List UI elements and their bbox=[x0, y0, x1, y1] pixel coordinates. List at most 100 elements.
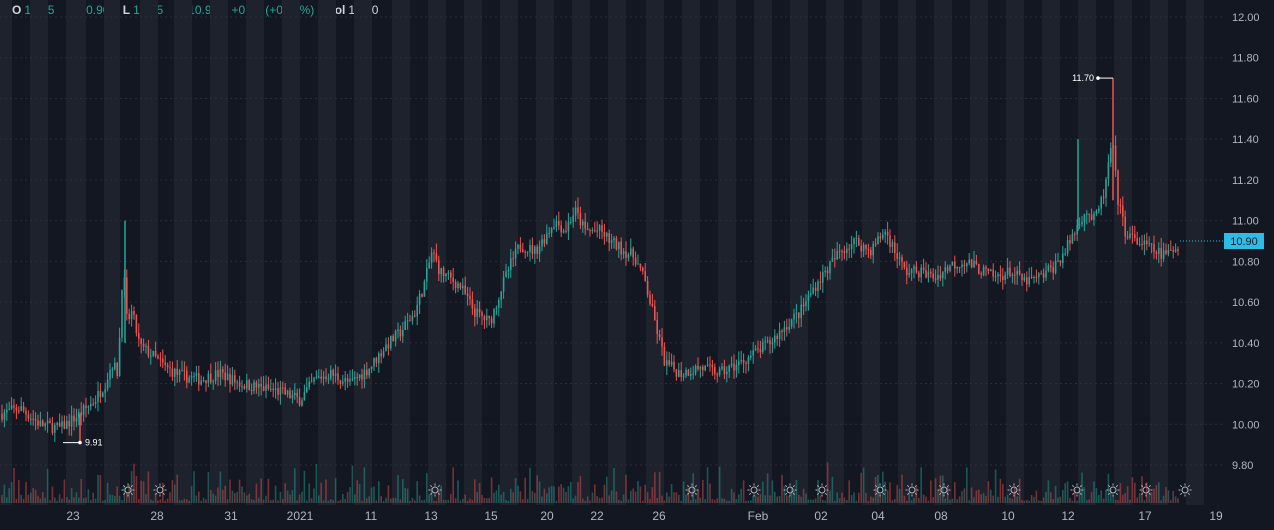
candle-body bbox=[570, 222, 572, 224]
volume-bar bbox=[961, 491, 963, 503]
volume-bar bbox=[1095, 487, 1098, 503]
volume-bar bbox=[529, 467, 531, 503]
volume-bar bbox=[176, 474, 178, 503]
volume-bar bbox=[685, 494, 687, 503]
volume-bar bbox=[608, 495, 610, 503]
candle-body bbox=[411, 315, 414, 321]
candle-body bbox=[637, 263, 639, 265]
candle-body bbox=[726, 371, 728, 375]
price-axis[interactable]: 12.00 11.80 11.60 11.40 11.20 11.00 10.80 10.60… bbox=[1232, 12, 1260, 472]
volume-bar bbox=[630, 490, 632, 503]
volume-bar bbox=[162, 482, 164, 503]
volume-bar bbox=[1143, 500, 1146, 503]
volume-bar bbox=[1064, 483, 1066, 503]
volume-bar bbox=[502, 491, 505, 503]
volume-bar bbox=[538, 481, 541, 503]
volume-bar bbox=[274, 485, 277, 503]
candle-body bbox=[435, 253, 438, 261]
volume-bar bbox=[843, 497, 846, 503]
volume-bar bbox=[822, 499, 824, 503]
volume-bar bbox=[337, 500, 339, 503]
sun-icon bbox=[428, 483, 442, 497]
volume-bar bbox=[188, 500, 190, 503]
candle-body bbox=[680, 370, 682, 377]
volume-bar bbox=[766, 473, 769, 503]
candle-body bbox=[440, 268, 442, 275]
candle-body bbox=[1069, 240, 1071, 244]
session-band bbox=[354, 0, 372, 505]
sun-icon bbox=[747, 483, 761, 497]
candle-body bbox=[1040, 273, 1042, 275]
time-axis[interactable]: 23 28 31 2021 11 13 15 20 22 26 Feb 02 04 08 10 12 17 19 bbox=[66, 509, 1223, 523]
volume-bar bbox=[711, 499, 714, 503]
volume-bar bbox=[159, 499, 162, 503]
volume-bar bbox=[922, 494, 925, 503]
candle-body bbox=[949, 265, 951, 271]
candle-body bbox=[783, 327, 786, 333]
volume-bar bbox=[229, 479, 231, 503]
volume-bar bbox=[1131, 477, 1134, 503]
candle-body bbox=[764, 341, 766, 343]
candle-body bbox=[1074, 233, 1076, 235]
volume-bar bbox=[462, 498, 464, 503]
time-tick-label: 15 bbox=[484, 509, 498, 523]
volume-bar bbox=[642, 500, 644, 503]
volume-bar bbox=[282, 499, 284, 503]
candle-body bbox=[1071, 233, 1074, 244]
candle-body bbox=[1045, 270, 1047, 278]
volume-bar bbox=[517, 485, 519, 503]
volume-bar bbox=[579, 476, 582, 503]
annotations: 11.70 9.91 10.90 bbox=[63, 73, 1264, 448]
candle-body bbox=[982, 267, 985, 275]
volume-bar bbox=[872, 497, 874, 503]
candle-body bbox=[826, 270, 829, 274]
candle-body bbox=[942, 271, 944, 279]
candlesticks[interactable] bbox=[1, 78, 1179, 443]
volume-bar bbox=[507, 500, 510, 503]
volume-bar bbox=[973, 497, 975, 503]
candle-body bbox=[654, 306, 656, 321]
volume-bar bbox=[735, 499, 738, 503]
candle-body bbox=[291, 395, 294, 398]
candle-body bbox=[476, 308, 478, 317]
candle-body bbox=[723, 366, 726, 375]
candle-body bbox=[469, 295, 471, 300]
volume-bar bbox=[726, 500, 728, 503]
session-band bbox=[428, 0, 446, 505]
volume-bar bbox=[834, 500, 836, 503]
candle-body bbox=[666, 360, 668, 366]
candle-body bbox=[154, 350, 157, 356]
volume-bar bbox=[394, 497, 397, 503]
candle-body bbox=[958, 266, 961, 268]
candle-body bbox=[99, 391, 102, 397]
price-tick-label: 10.80 bbox=[1232, 256, 1260, 268]
volume-bar bbox=[447, 499, 450, 503]
volume-bar bbox=[1074, 489, 1076, 503]
volume-bar bbox=[918, 498, 920, 503]
candle-body bbox=[418, 294, 421, 305]
volume-bar bbox=[913, 497, 915, 503]
candle-body bbox=[1057, 260, 1059, 262]
price-tick-label: 10.40 bbox=[1232, 338, 1260, 350]
volume-bar bbox=[102, 500, 104, 503]
volume-bar bbox=[742, 480, 745, 503]
candle-body bbox=[961, 264, 963, 268]
candle-body bbox=[370, 366, 373, 369]
volume-bar bbox=[812, 499, 814, 503]
candle-body bbox=[63, 421, 66, 429]
candle-body bbox=[344, 378, 346, 382]
candle-body bbox=[102, 392, 104, 397]
candle-body bbox=[1018, 270, 1021, 275]
volume-bar bbox=[1078, 488, 1081, 503]
candle-body bbox=[495, 307, 498, 309]
volume-bar bbox=[1088, 499, 1090, 503]
volume-bar bbox=[219, 471, 222, 503]
volume-bar bbox=[716, 498, 718, 503]
candle-body bbox=[877, 236, 879, 245]
volume-bar bbox=[764, 495, 766, 503]
volume-bar bbox=[908, 492, 910, 503]
volume-bar bbox=[63, 479, 66, 503]
volume-bar bbox=[1148, 488, 1150, 503]
time-tick-label: 17 bbox=[1138, 509, 1152, 523]
